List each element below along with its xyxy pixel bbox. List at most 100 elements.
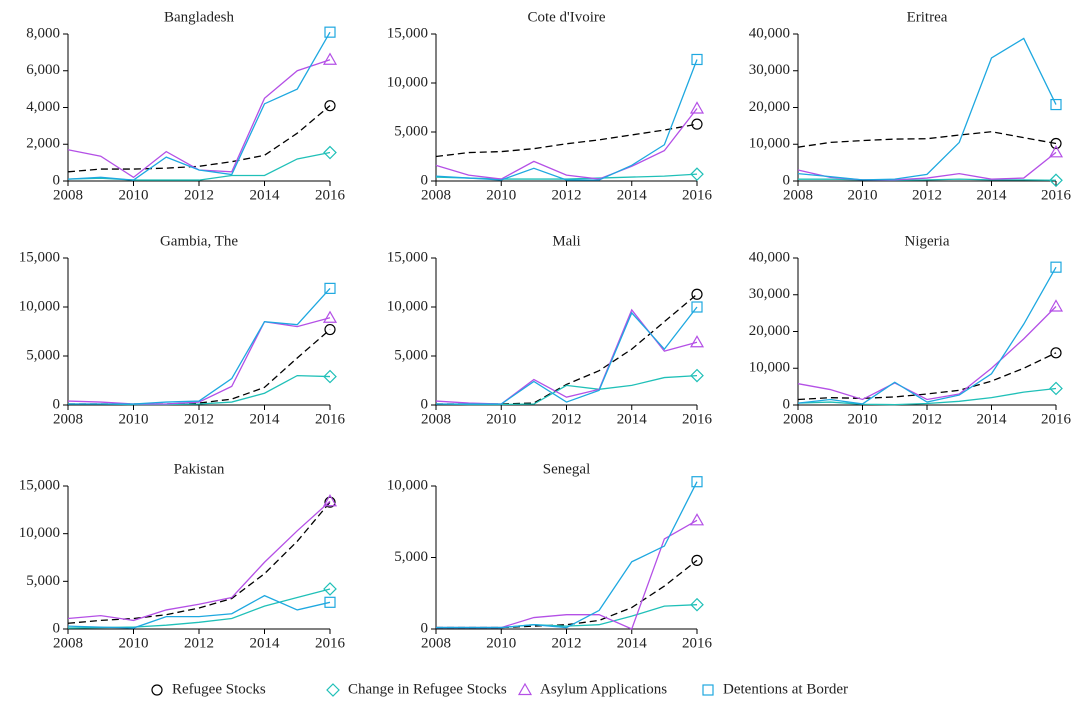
end-marker: [1049, 173, 1063, 188]
legend-label: Asylum Applications: [540, 681, 667, 697]
end-marker: [324, 496, 336, 508]
series-line: [435, 374, 698, 406]
y-tick-label: 5,000: [26, 347, 60, 363]
x-tick-label: 2014: [617, 635, 648, 651]
x-tick-label: 2010: [486, 411, 516, 427]
x-tick-label: 2016: [1041, 187, 1072, 203]
end-marker: [690, 368, 704, 383]
x-tick-label: 2016: [315, 635, 346, 651]
y-tick-label: 0: [783, 396, 791, 412]
x-tick-label: 2014: [250, 411, 281, 427]
x-tick-label: 2010: [848, 187, 878, 203]
series-line: [435, 123, 698, 158]
x-tick-label: 2012: [552, 411, 582, 427]
y-tick-label: 10,000: [749, 136, 790, 152]
end-marker: [691, 118, 703, 130]
series-line: [67, 105, 331, 173]
end-marker: [689, 101, 705, 114]
panel-title: Bangladesh: [164, 9, 234, 25]
end-marker: [1049, 381, 1063, 396]
x-tick-label: 2014: [250, 635, 281, 651]
y-tick-label: 15,000: [19, 477, 60, 493]
y-tick-label: 20,000: [749, 99, 790, 115]
y-tick-label: 0: [783, 172, 791, 188]
end-marker: [324, 596, 336, 608]
x-tick-label: 2010: [119, 411, 149, 427]
y-tick-label: 40,000: [749, 25, 790, 41]
end-marker: [1050, 98, 1062, 111]
x-tick-label: 2014: [617, 411, 648, 427]
y-tick-label: 15,000: [387, 25, 428, 41]
x-tick-label: 2014: [617, 187, 648, 203]
panel-title: Cote d'Ivoire: [527, 9, 605, 25]
y-tick-label: 15,000: [19, 249, 60, 265]
series-line: [435, 59, 698, 181]
series-line: [435, 108, 698, 180]
legend-label: Refugee Stocks: [172, 681, 266, 697]
end-marker: [322, 494, 338, 507]
x-tick-label: 2012: [184, 635, 214, 651]
x-tick-label: 2016: [682, 635, 713, 651]
y-tick-label: 6,000: [26, 62, 60, 78]
x-tick-label: 2012: [184, 187, 214, 203]
x-tick-label: 2016: [682, 187, 713, 203]
end-marker: [691, 288, 703, 300]
x-tick-label: 2016: [1041, 411, 1072, 427]
series-line: [436, 306, 698, 405]
y-tick-label: 30,000: [749, 62, 790, 78]
end-marker: [691, 476, 703, 488]
x-tick-label: 2016: [682, 411, 713, 427]
series-line: [68, 374, 331, 406]
y-tick-label: 5,000: [394, 123, 428, 139]
panel-title: Senegal: [543, 461, 590, 477]
x-tick-label: 2014: [250, 187, 281, 203]
series-line: [67, 317, 331, 405]
x-tick-label: 2012: [552, 635, 582, 651]
x-tick-label: 2008: [783, 411, 813, 427]
x-tick-label: 2008: [53, 187, 83, 203]
panel-title: Gambia, The: [160, 233, 238, 249]
x-tick-label: 2014: [977, 411, 1008, 427]
x-tick-label: 2012: [552, 187, 582, 203]
y-tick-label: 10,000: [387, 74, 428, 90]
series-line: [67, 500, 331, 622]
series-line: [67, 594, 331, 629]
x-tick-label: 2012: [184, 411, 214, 427]
end-marker: [690, 597, 704, 612]
y-tick-label: 5,000: [394, 549, 428, 565]
x-tick-label: 2010: [848, 411, 878, 427]
end-marker: [691, 554, 703, 566]
y-tick-label: 20,000: [749, 323, 790, 339]
end-marker: [691, 301, 703, 313]
series-line: [67, 31, 331, 181]
end-marker: [1050, 261, 1062, 273]
end-marker: [322, 310, 338, 323]
end-marker: [323, 369, 337, 384]
y-tick-label: 5,000: [26, 573, 60, 589]
y-tick-label: 10,000: [387, 477, 428, 493]
series-line: [436, 559, 698, 629]
y-tick-label: 0: [421, 172, 429, 188]
end-marker: [323, 582, 337, 596]
end-marker: [324, 323, 336, 336]
series-line: [797, 352, 1057, 401]
x-tick-label: 2008: [421, 411, 451, 427]
legend-label: Detentions at Border: [723, 681, 848, 697]
y-tick-label: 0: [53, 172, 61, 188]
end-marker: [691, 53, 703, 66]
y-tick-label: 10,000: [749, 360, 790, 376]
y-tick-label: 0: [53, 396, 61, 412]
y-tick-label: 4,000: [26, 99, 60, 115]
series-line: [797, 306, 1057, 401]
y-tick-label: 0: [421, 396, 429, 412]
legend-marker: [702, 684, 714, 696]
y-tick-label: 40,000: [749, 249, 790, 265]
end-marker: [1048, 145, 1064, 158]
series-line: [797, 131, 1057, 148]
end-marker: [324, 282, 336, 294]
legend-marker: [151, 684, 163, 696]
y-tick-label: 0: [421, 620, 429, 636]
y-tick-label: 10,000: [19, 298, 60, 314]
